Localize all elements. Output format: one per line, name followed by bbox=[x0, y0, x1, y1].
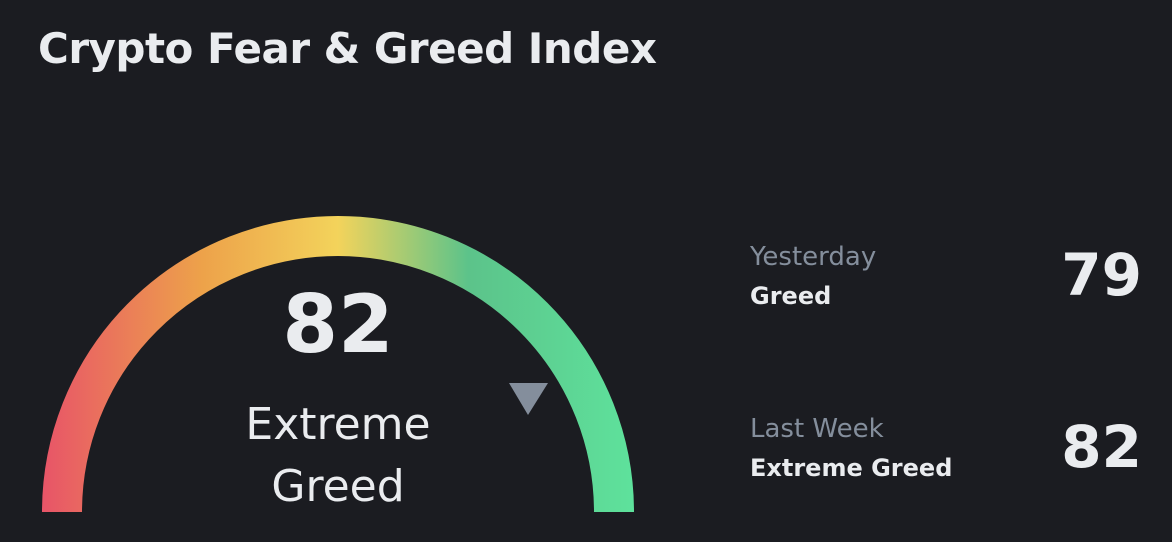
gauge-pointer bbox=[509, 383, 548, 415]
history-period-label: Last Week bbox=[750, 414, 884, 444]
fear-greed-gauge bbox=[42, 216, 634, 513]
history-classification: Greed bbox=[750, 282, 832, 310]
gauge-classification-line2: Greed bbox=[271, 461, 405, 512]
gauge-classification-line1: Extreme bbox=[245, 399, 431, 450]
gauge-arc bbox=[42, 216, 634, 513]
history-value: 79 bbox=[1061, 241, 1142, 309]
history-period-label: Yesterday bbox=[750, 242, 877, 272]
history-value: 82 bbox=[1061, 413, 1142, 481]
page-title: Crypto Fear & Greed Index bbox=[38, 24, 657, 73]
history-last-week: Last Week Extreme Greed 82 bbox=[750, 414, 1142, 494]
history-yesterday: Yesterday Greed 79 bbox=[750, 242, 1142, 322]
history-classification: Extreme Greed bbox=[750, 454, 953, 482]
gauge-classification: Extreme Greed bbox=[188, 394, 488, 518]
gauge-value: 82 bbox=[282, 278, 394, 371]
